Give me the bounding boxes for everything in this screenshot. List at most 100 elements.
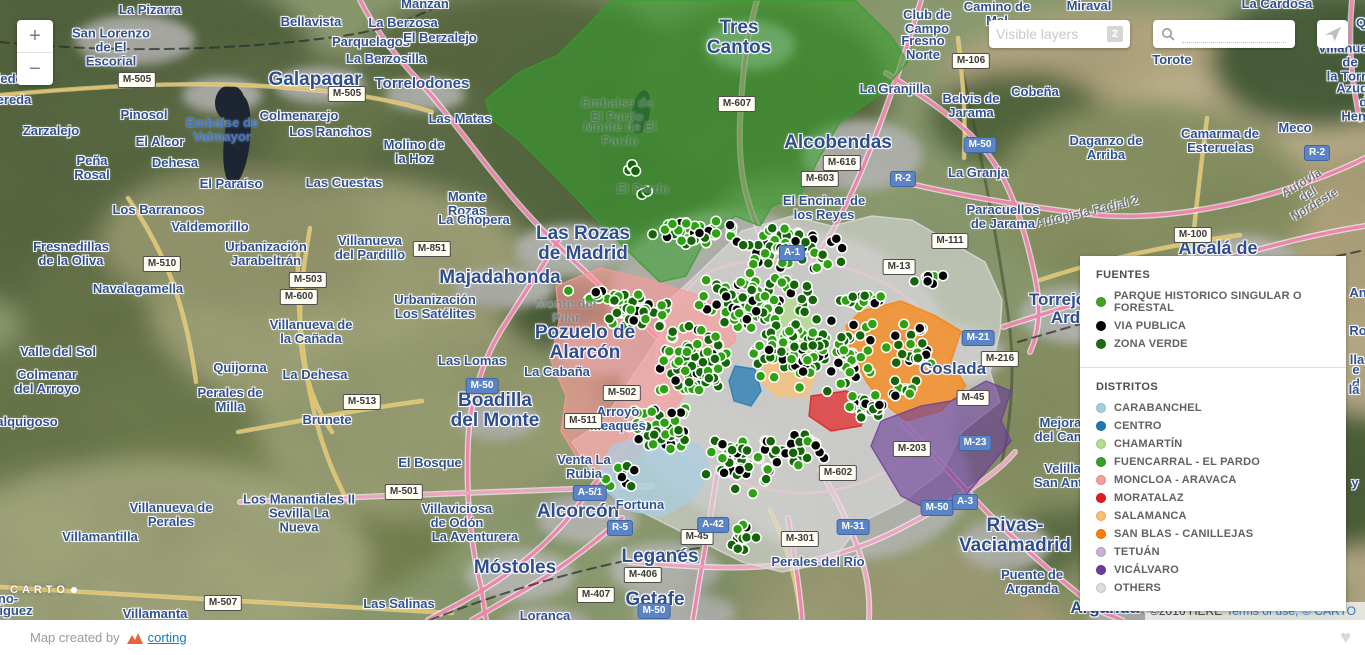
search-control[interactable] [1153,20,1295,48]
fountain-point[interactable] [709,330,722,343]
fountain-point[interactable] [716,452,729,464]
like-heart-icon[interactable]: ♥ [1340,627,1351,647]
fountain-point[interactable] [821,258,834,270]
fountain-point[interactable] [659,224,671,236]
fountain-point[interactable] [750,531,762,544]
fountain-point[interactable] [737,239,749,251]
fountain-point[interactable] [759,290,771,303]
fountain-point[interactable] [843,401,856,413]
fountain-point[interactable] [693,227,706,239]
fountain-point[interactable] [921,275,934,288]
fountain-point[interactable] [904,338,917,350]
fountain-point[interactable] [710,227,722,240]
fountain-point[interactable] [801,354,814,367]
fountain-point[interactable] [806,339,819,352]
fountain-point[interactable] [889,329,902,342]
fountain-point[interactable] [835,377,847,390]
fountain-point[interactable] [766,222,778,234]
fountain-point[interactable] [681,346,693,358]
fountain-point[interactable] [761,463,774,476]
fountain-point[interactable] [655,299,668,312]
fountain-point[interactable] [788,341,801,353]
fountain-point[interactable] [672,424,685,437]
fountain-point[interactable] [775,346,788,358]
author-link[interactable]: corting [147,630,187,645]
fountain-point[interactable] [777,244,789,257]
fountain-point[interactable] [705,446,718,458]
fountain-point[interactable] [925,358,937,370]
fountain-point[interactable] [793,381,806,394]
fountain-point[interactable] [832,357,845,369]
fountain-point[interactable] [807,294,819,306]
fountain-point[interactable] [685,234,698,247]
fountain-point[interactable] [632,433,645,445]
fountain-point[interactable] [736,291,749,304]
fountain-point[interactable] [810,313,823,326]
fountain-point[interactable] [874,290,887,303]
fountain-point[interactable] [798,306,811,318]
fountain-point[interactable] [656,309,668,321]
fountain-point[interactable] [835,256,847,268]
fountain-point[interactable] [807,326,819,339]
fountain-point[interactable] [799,236,812,248]
fountain-point[interactable] [625,480,637,492]
fountain-point[interactable] [753,340,766,352]
district-centro[interactable] [728,365,762,407]
fountain-point[interactable] [666,218,679,230]
fountain-point[interactable] [693,384,705,396]
fountain-point[interactable] [890,356,902,369]
fountain-point[interactable] [716,438,729,450]
fountain-point[interactable] [783,325,796,337]
fountain-point[interactable] [835,331,848,344]
fountain-point[interactable] [896,348,908,360]
fountain-point[interactable] [624,304,637,316]
fountain-point[interactable] [639,313,652,325]
fountain-point[interactable] [603,313,616,325]
share-button[interactable] [1317,20,1348,48]
fountain-point[interactable] [666,326,679,338]
fountain-point[interactable] [710,298,723,311]
fountain-point[interactable] [744,267,756,279]
fountain-point[interactable] [858,290,871,302]
fountain-point[interactable] [916,337,929,350]
fountain-point[interactable] [611,307,623,319]
zoom-out-button[interactable]: − [17,53,53,85]
fountain-point[interactable] [821,385,834,398]
fountain-point[interactable] [710,215,722,228]
fountain-point[interactable] [632,288,644,301]
fountain-point[interactable] [745,284,758,296]
fountain-point[interactable] [816,249,829,261]
fountain-point[interactable] [752,451,764,463]
fountain-point[interactable] [695,324,707,337]
fountain-point[interactable] [904,387,916,400]
fountain-point[interactable] [726,444,738,456]
fountain-point[interactable] [703,372,715,384]
fountain-point[interactable] [889,390,902,402]
fountain-point[interactable] [847,319,860,331]
fountain-point[interactable] [825,315,838,327]
fountain-point[interactable] [658,417,671,429]
fountain-point[interactable] [709,353,721,365]
fountain-point[interactable] [844,366,856,378]
fountain-point[interactable] [720,290,732,303]
fountain-point[interactable] [862,362,874,375]
fountain-point[interactable] [718,467,730,479]
fountain-point[interactable] [825,365,837,378]
fountain-point[interactable] [908,275,921,288]
fountain-point[interactable] [847,291,859,303]
fountain-point[interactable] [762,257,775,270]
fountain-point[interactable] [898,318,910,331]
fountain-point[interactable] [778,222,791,235]
fountain-point[interactable] [854,329,866,342]
fountain-point[interactable] [855,351,867,363]
fountain-point[interactable] [855,411,867,424]
fountain-point[interactable] [792,459,805,472]
fountain-point[interactable] [700,468,712,481]
fountain-point[interactable] [741,444,753,457]
fountain-point[interactable] [747,487,759,500]
fountain-point[interactable] [680,217,692,230]
fountain-point[interactable] [724,219,736,231]
fountain-point[interactable] [631,407,644,419]
fountain-point[interactable] [732,542,744,555]
fountain-point[interactable] [889,375,901,387]
